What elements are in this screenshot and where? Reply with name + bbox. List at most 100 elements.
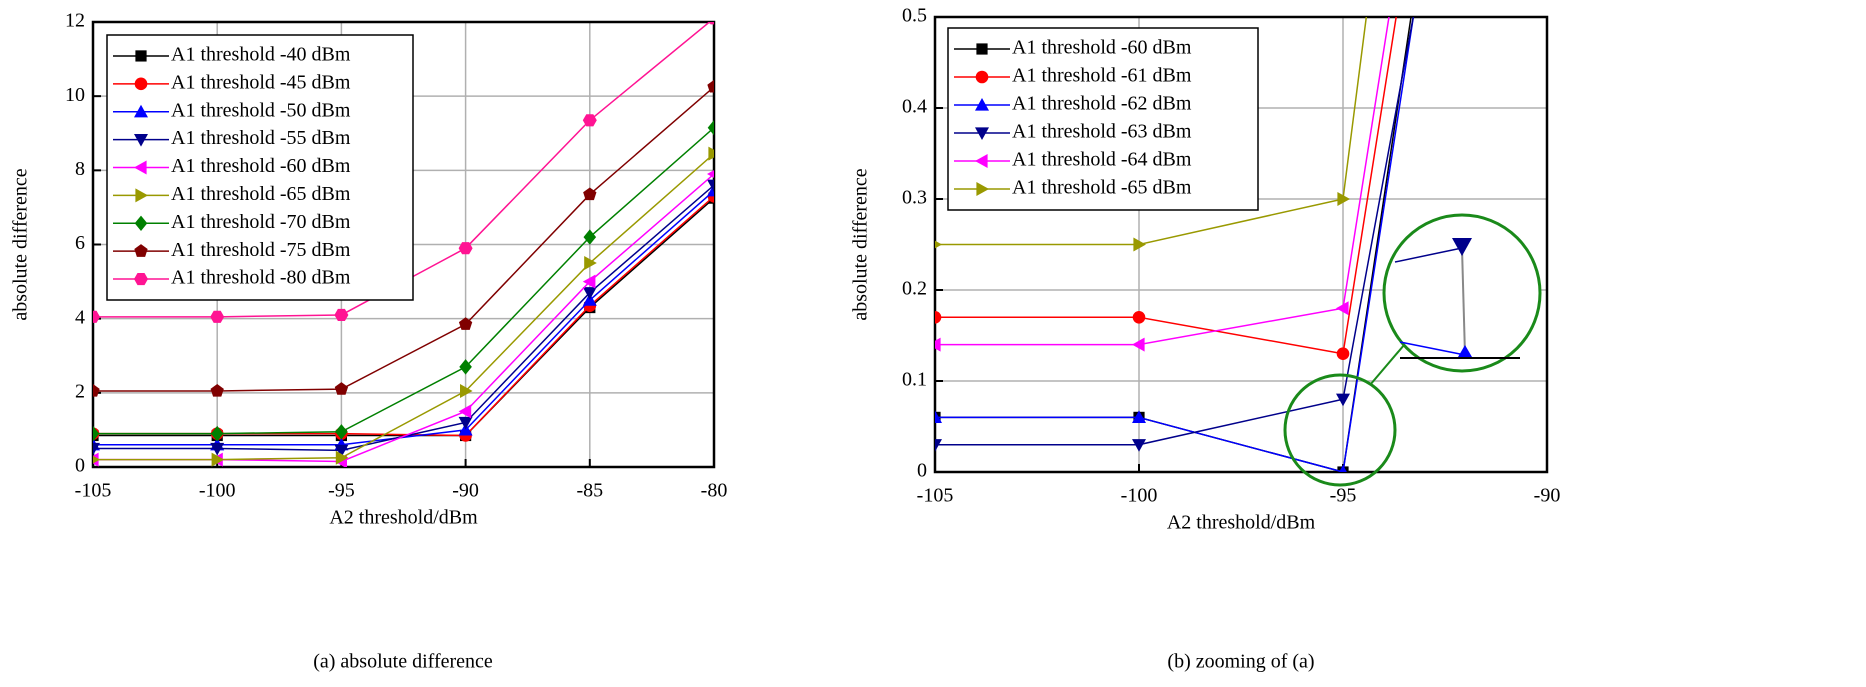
marker <box>1132 410 1146 423</box>
marker <box>1339 465 1347 472</box>
legend-label: A1 threshold -50 dBm <box>171 99 351 121</box>
plot-area <box>935 17 1415 472</box>
y-tick-label: 6 <box>75 232 85 254</box>
legend-label: A1 threshold -75 dBm <box>171 239 351 261</box>
marker <box>93 442 100 456</box>
series-line <box>935 17 1390 346</box>
marker <box>211 452 225 467</box>
marker <box>1336 347 1350 361</box>
legend-label: A1 threshold -45 dBm <box>171 71 351 93</box>
legend-label: A1 threshold -61 dBm <box>1012 65 1192 87</box>
marker <box>707 183 714 197</box>
zoom-annotation <box>1283 213 1542 487</box>
marker <box>458 317 473 330</box>
y-axis-label: absolute difference <box>850 168 872 320</box>
legend-label: A1 threshold -80 dBm <box>171 267 351 289</box>
marker <box>93 455 100 464</box>
marker <box>134 77 148 91</box>
chart-caption: (a) absolute difference <box>313 651 493 673</box>
marker <box>458 416 473 430</box>
marker <box>976 182 989 196</box>
x-tick-label: -95 <box>1330 485 1357 507</box>
marker <box>582 287 597 300</box>
plot-frame <box>91 20 716 469</box>
series-line <box>93 127 714 435</box>
marker <box>975 127 989 140</box>
x-tick-label: -80 <box>701 480 728 502</box>
marker <box>707 179 714 193</box>
legend-label: A1 threshold -55 dBm <box>171 127 351 149</box>
marker <box>582 274 596 289</box>
marker <box>134 244 148 257</box>
x-tick-label: -100 <box>1121 485 1158 507</box>
marker <box>584 256 597 271</box>
marker <box>707 79 714 93</box>
series-line <box>935 17 1397 355</box>
marker <box>334 308 349 322</box>
marker <box>975 154 988 168</box>
legend-label: A1 threshold -70 dBm <box>171 211 351 233</box>
y-tick-label: 0.1 <box>902 369 927 391</box>
legend-box <box>947 27 1259 211</box>
legend-label: A1 threshold -60 dBm <box>1012 37 1192 59</box>
x-tick-label: -90 <box>1534 485 1561 507</box>
legend-label: A1 threshold -64 dBm <box>1012 149 1192 171</box>
marker <box>935 240 942 249</box>
marker <box>707 119 714 136</box>
marker <box>1337 192 1350 206</box>
chart: -105 -100 -95 -90 0 0.1 0.2 0.3 0.4 0.5 A1 thresho… <box>850 5 1561 673</box>
x-tick-label: -100 <box>199 480 236 502</box>
marker <box>583 187 597 201</box>
legend-label: A1 threshold -62 dBm <box>1012 93 1192 115</box>
marker <box>975 98 989 111</box>
zoom-circle <box>1283 373 1397 487</box>
marker <box>134 160 147 175</box>
inset-detail <box>1458 345 1472 357</box>
x-tick-label: -105 <box>917 485 954 507</box>
legend-label: A1 threshold -63 dBm <box>1012 121 1192 143</box>
marker <box>460 383 473 398</box>
marker <box>935 439 942 452</box>
inset-detail <box>1399 341 1466 356</box>
legend-label: A1 threshold -40 dBm <box>171 44 351 66</box>
inset-detail <box>1394 247 1463 263</box>
marker <box>335 424 348 440</box>
x-tick-label: -105 <box>75 480 112 502</box>
x-axis-label: A2 threshold/dBm <box>1167 512 1316 534</box>
y-tick-label: 0 <box>917 460 927 482</box>
marker <box>935 337 941 352</box>
legend-label: A1 threshold -65 dBm <box>171 183 351 205</box>
series-line <box>935 17 1415 472</box>
marker <box>335 450 349 465</box>
marker <box>93 383 100 397</box>
series-line <box>93 197 714 437</box>
marker <box>135 50 147 62</box>
marker <box>935 410 942 423</box>
inset-circle <box>1382 213 1542 373</box>
marker <box>1336 393 1350 407</box>
marker <box>935 311 942 324</box>
x-tick-label: -85 <box>576 480 603 502</box>
y-tick-label: 8 <box>75 158 85 180</box>
marker <box>134 272 148 286</box>
marker <box>708 146 714 161</box>
legend-label: A1 threshold -65 dBm <box>1012 177 1192 199</box>
marker <box>1132 337 1145 352</box>
series-line <box>93 190 714 446</box>
y-tick-label: 4 <box>75 306 85 328</box>
x-tick-label: -95 <box>328 480 355 502</box>
marker <box>1132 439 1146 452</box>
y-tick-label: 0.5 <box>902 5 927 27</box>
marker <box>976 43 988 55</box>
marker <box>709 22 714 25</box>
marker <box>134 134 148 147</box>
y-tick-label: 0.3 <box>902 187 927 209</box>
marker <box>334 444 349 458</box>
inset-detail <box>1452 238 1472 256</box>
marker <box>583 229 597 245</box>
marker <box>210 442 225 456</box>
marker <box>458 404 472 419</box>
y-tick-label: 0.2 <box>902 278 927 300</box>
y-tick-label: 0.4 <box>902 96 927 118</box>
